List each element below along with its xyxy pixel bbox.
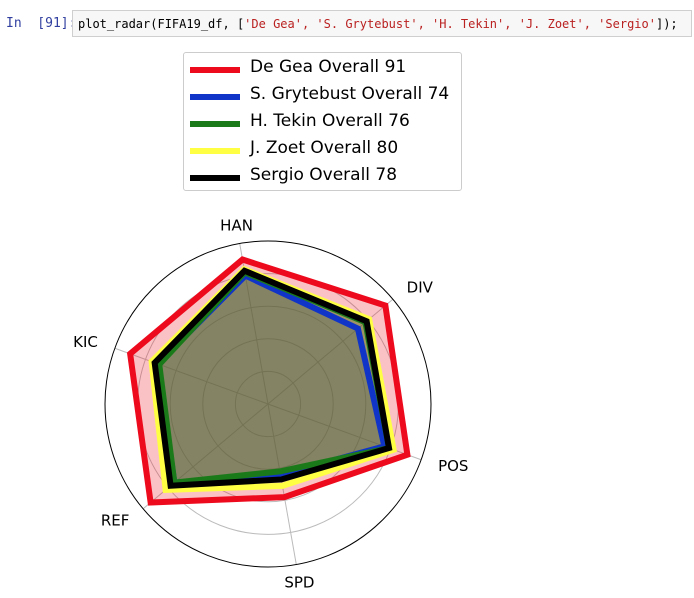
series-line [126, 256, 411, 506]
legend-swatch [190, 94, 240, 100]
axis-label-div: DIV [407, 279, 434, 297]
axis-label-pos: POS [438, 457, 468, 475]
grid-spoke [267, 298, 394, 405]
legend-item: S. Grytebust Overall 74 [190, 83, 460, 109]
grid-ring [234, 370, 302, 438]
code-string-args: 'De Gea', 'S. Grytebust', 'H. Tekin', 'J… [244, 17, 656, 31]
legend-label: J. Zoet Overall 80 [250, 138, 399, 158]
legend-swatch [190, 121, 240, 127]
axis-label-spd: SPD [284, 573, 314, 591]
legend-label: H. Tekin Overall 76 [250, 111, 410, 131]
legend-item: De Gea Overall 91 [190, 56, 460, 82]
series-line [151, 267, 393, 489]
legend-label: S. Grytebust Overall 74 [250, 84, 450, 104]
series-area [157, 275, 385, 483]
series-area [151, 269, 394, 490]
code-function: plot_radar(FIFA19_df, [ [78, 17, 245, 31]
series-area [154, 270, 390, 486]
axis-label-kic: KIC [73, 333, 98, 351]
code-text: plot_radar(FIFA19_df, ['De Gea', 'S. Gry… [78, 17, 678, 31]
code-input[interactable]: plot_radar(FIFA19_df, ['De Gea', 'S. Gry… [72, 10, 692, 37]
legend-label: Sergio Overall 78 [250, 165, 398, 185]
legend-swatch [190, 67, 240, 73]
radar-frame [104, 240, 432, 568]
legend-swatch [190, 175, 240, 181]
code-close: ]); [655, 17, 678, 31]
legend-item: J. Zoet Overall 80 [190, 137, 460, 163]
grid-ring [169, 305, 367, 503]
grid-spoke [114, 347, 269, 405]
legend-swatch [190, 148, 240, 154]
series-area [159, 272, 390, 483]
legend-label: De Gea Overall 91 [250, 57, 407, 77]
axis-label-ref: REF [101, 511, 130, 529]
chart-legend: De Gea Overall 91 S. Grytebust Overall 7… [183, 52, 462, 191]
cell-prompt: In [91]: [6, 16, 77, 31]
legend-item: H. Tekin Overall 76 [190, 110, 460, 136]
legend-item: Sergio Overall 78 [190, 164, 460, 190]
code-cell[interactable]: In [91]: plot_radar(FIFA19_df, ['De Gea'… [0, 8, 694, 40]
axis-label-han: HAN [220, 217, 253, 235]
grid-ring [202, 338, 334, 470]
